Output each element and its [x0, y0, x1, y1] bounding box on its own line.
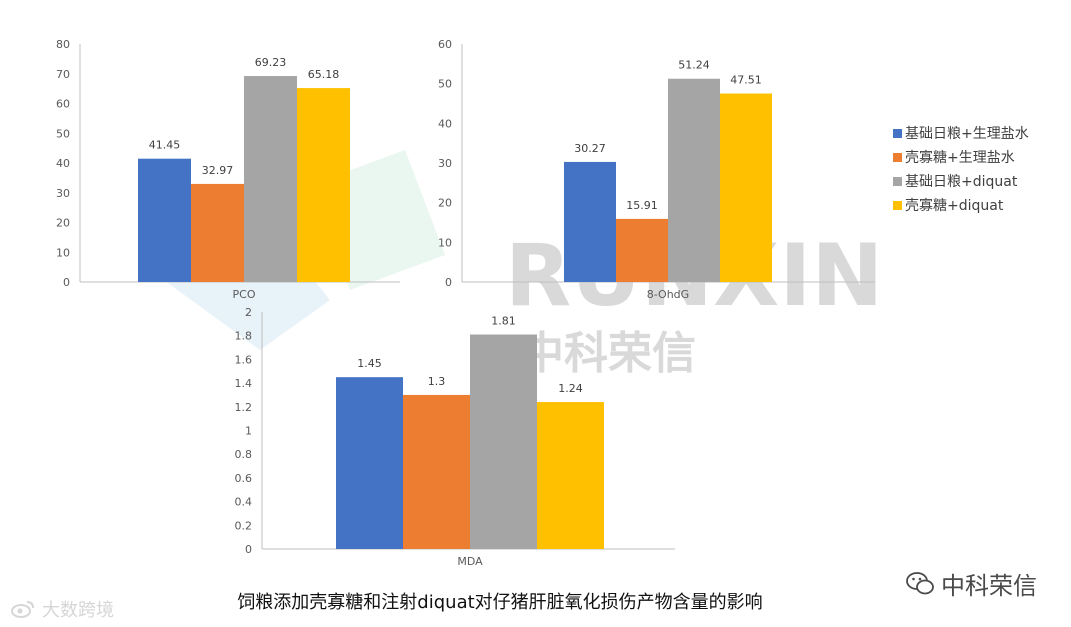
legend-swatch	[893, 153, 902, 162]
bar-1	[403, 394, 470, 549]
category-label: PCO	[233, 288, 256, 301]
bar-0	[336, 377, 403, 549]
y-tick-label: 20	[56, 217, 70, 230]
data-label: 51.24	[678, 59, 710, 72]
y-tick-label: 60	[56, 98, 70, 111]
y-tick-label: 0	[63, 276, 70, 289]
legend-label: 壳寡糖+生理盐水	[905, 149, 1015, 166]
figure-caption: 饲粮添加壳寡糖和注射diquat对仔猪肝脏氧化损伤产物含量的影响	[237, 592, 763, 613]
watermark-cjk-text: 中科荣信	[520, 328, 696, 379]
bar-1	[191, 183, 244, 282]
watermark-bottom-right: 中科荣信	[905, 566, 1037, 601]
bar-3	[720, 93, 772, 282]
legend-swatch	[893, 201, 902, 210]
category-label: 8-OhdG	[647, 288, 689, 301]
y-tick-label: 80	[56, 38, 70, 51]
wechat-logo-icon	[906, 571, 934, 594]
category-label: MDA	[457, 555, 483, 568]
bar-0	[138, 158, 191, 282]
legend-label: 基础日粮+生理盐水	[905, 125, 1029, 142]
y-tick-label: 30	[56, 187, 70, 200]
bar-2	[244, 76, 297, 283]
chart-2: 0 0.2 0.4 0.6 0.8 1 1.2 1.4 1.6 1.8 2 1.45 1.3 1.81 1.…	[235, 306, 675, 568]
bar-2	[470, 334, 537, 549]
y-tick-label: 20	[438, 197, 452, 210]
bar-3	[297, 88, 350, 282]
data-label: 47.51	[730, 74, 762, 87]
y-tick-label: 1.2	[235, 401, 253, 414]
y-tick-label: 1.6	[235, 353, 253, 366]
bar-1	[616, 218, 668, 282]
y-tick-label: 50	[56, 127, 70, 140]
data-label: 1.81	[491, 315, 516, 328]
y-tick-label: 70	[56, 68, 70, 81]
data-label: 32.97	[202, 164, 234, 177]
y-tick-label: 0.8	[235, 448, 253, 461]
y-tick-label: 40	[56, 157, 70, 170]
chart-0: 0 10 20 30 40 50 60 70 80 41.45 32.97 69.23 65.18 PCO	[56, 38, 400, 301]
y-tick-label: 10	[438, 236, 452, 249]
legend-label: 基础日粮+diquat	[905, 173, 1018, 190]
y-tick-label: 0	[445, 276, 452, 289]
watermark-bottom-left: 大数跨境	[10, 596, 114, 622]
y-tick-label: 0.4	[235, 496, 253, 509]
y-tick-label: 60	[438, 38, 452, 51]
data-label: 41.45	[149, 139, 181, 152]
watermark-bottom-left-text: 大数跨境	[42, 600, 114, 621]
data-label: 1.45	[357, 357, 382, 370]
y-tick-label: 1	[245, 425, 252, 438]
charts-layer: 0102030405060708041.4532.9769.2365.18PCO…	[56, 38, 875, 568]
legend-swatch	[893, 129, 902, 138]
y-tick-label: 0	[245, 543, 252, 556]
weibo-logo-icon	[11, 601, 34, 618]
y-tick-label: 1.4	[235, 377, 253, 390]
chart-1: 0 10 20 30 40 50 60 30.27 15.91 51.24 47.51 8-OhdG	[438, 38, 875, 301]
y-tick-label: 2	[245, 306, 252, 319]
data-label: 65.18	[308, 68, 340, 81]
data-label: 1.3	[428, 375, 446, 388]
data-label: 30.27	[574, 142, 606, 155]
legend-label: 壳寡糖+diquat	[905, 197, 1004, 214]
y-tick-label: 1.8	[235, 330, 253, 343]
y-tick-label: 0.2	[235, 519, 253, 532]
bar-0	[564, 161, 616, 282]
legend-swatch	[893, 177, 902, 186]
data-label: 69.23	[255, 56, 287, 69]
y-tick-label: 50	[438, 78, 452, 91]
y-tick-label: 0.6	[235, 472, 253, 485]
data-label: 15.91	[626, 199, 658, 212]
y-tick-label: 40	[438, 117, 452, 130]
bar-3	[537, 402, 604, 549]
bar-2	[668, 78, 720, 282]
watermark-bottom-right-text: 中科荣信	[941, 572, 1037, 600]
y-tick-label: 30	[438, 157, 452, 170]
data-label: 1.24	[558, 382, 583, 395]
y-tick-label: 10	[56, 246, 70, 259]
